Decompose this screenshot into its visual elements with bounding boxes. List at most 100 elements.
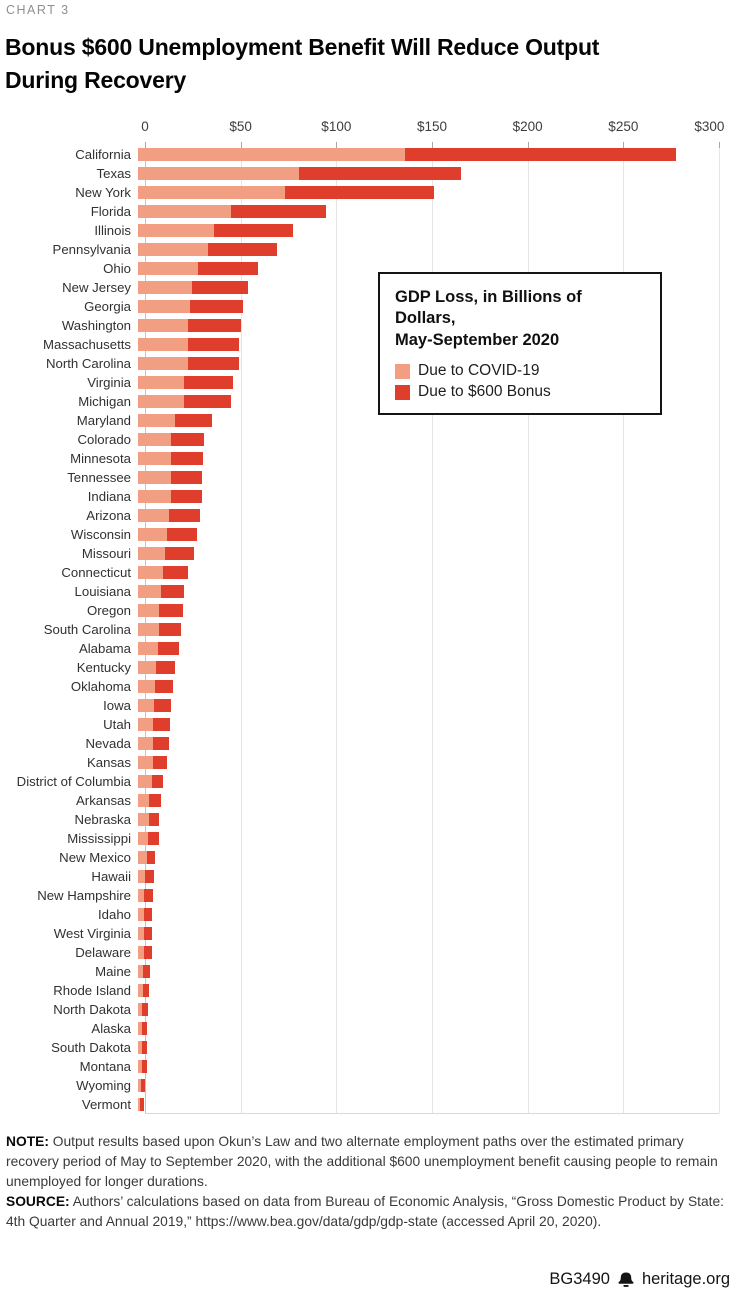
bonus-segment [188,357,239,370]
bar-track [138,984,719,997]
bar-row: Michigan [0,392,719,411]
covid-segment [138,186,286,199]
bonus-segment [192,281,249,294]
covid-segment [138,851,147,864]
state-label: Virginia [87,375,131,390]
bar-row: Hawaii [0,867,719,886]
covid-segment [138,338,189,351]
bonus-segment [188,319,241,332]
covid-segment [138,946,144,959]
covid-segment [138,604,160,617]
bar-row: Louisiana [0,582,719,601]
bar-track [138,547,719,560]
bar-track [138,1079,719,1092]
bar-row: Kansas [0,753,719,772]
bonus-segment [153,737,169,750]
bonus-segment [168,509,200,522]
bar-track [138,965,719,978]
bar-track [138,262,719,275]
heritage-bell-icon [618,1271,634,1287]
bar-row: Indiana [0,487,719,506]
legend-item: Due to $600 Bonus [395,383,645,401]
bar-track [138,471,719,484]
covid-segment [138,737,154,750]
note-label: NOTE: [6,1134,49,1149]
bar-row: Arkansas [0,791,719,810]
bonus-segment [143,908,152,921]
bonus-segment [147,832,160,845]
bar-track [138,718,719,731]
bar-track [138,433,719,446]
bar-track [138,585,719,598]
state-label: South Carolina [43,622,131,637]
state-label: Connecticut [61,565,131,580]
bonus-segment [285,186,435,199]
bonus-segment [170,471,202,484]
bonus-segment [174,414,212,427]
bar-track [138,813,719,826]
bar-track [138,946,719,959]
legend-label: Due to $600 Bonus [418,383,551,401]
bar-track [138,509,719,522]
bar-row: California [0,145,719,164]
covid-segment [138,908,144,921]
bar-track [138,243,719,256]
bar-track [138,490,719,503]
x-tick-label: $50 [229,119,252,134]
covid-segment [138,281,193,294]
legend-item: Due to COVID-19 [395,362,645,380]
covid-segment [138,832,148,845]
covid-segment [138,148,406,161]
bar-row: Iowa [0,696,719,715]
covid-segment [138,243,208,256]
bar-row: Minnesota [0,449,719,468]
covid-segment [138,984,143,997]
bar-row: Alabama [0,639,719,658]
bonus-segment [167,528,198,541]
bar-track [138,832,719,845]
bar-track [138,1041,719,1054]
chart-title-line1: Bonus $600 Unemployment Benefit Will Red… [5,34,600,60]
covid-segment [138,661,157,674]
covid-segment [138,300,191,313]
axis-tick-mark [432,142,433,148]
state-label: Arkansas [76,793,131,808]
bar-row: North Dakota [0,1000,719,1019]
covid-segment [138,566,164,579]
bonus-segment [148,813,160,826]
bonus-segment [190,300,243,313]
covid-segment [138,395,185,408]
bar-row: Delaware [0,943,719,962]
state-label: California [75,147,131,162]
state-label: Kansas [87,755,131,770]
bar-row: Washington [0,316,719,335]
bonus-segment [207,243,278,256]
bonus-segment [170,490,202,503]
chart-title-line2: During Recovery [5,66,187,93]
bonus-segment [213,224,293,237]
source-text: Authors’ calculations based on data from… [6,1194,725,1229]
state-label: Montana [79,1059,131,1074]
legend-title-line2: May-September 2020 [395,330,560,349]
bar-track [138,224,719,237]
bar-track [138,889,719,902]
covid-segment [138,718,154,731]
bar-row: Nebraska [0,810,719,829]
state-label: Minnesota [70,451,131,466]
bonus-segment [141,1003,148,1016]
bonus-segment [148,794,162,807]
chart-title: Bonus $600 Unemployment Benefit Will Red… [5,31,705,96]
covid-segment [138,547,166,560]
state-label: Wyoming [76,1078,131,1093]
source-label: SOURCE: [6,1194,70,1209]
stacked-bar-chart: 0 $50 $100 $150 $200 $250 $300 California Texas… [0,108,734,1118]
bar-track [138,642,719,655]
bar-row: Oklahoma [0,677,719,696]
bonus-segment [298,167,462,180]
state-label: Utah [103,717,131,732]
covid-segment [138,205,231,218]
legend-label: Due to COVID-19 [418,362,540,380]
bar-track [138,566,719,579]
bonus-segment [143,889,153,902]
state-label: Florida [90,204,131,219]
